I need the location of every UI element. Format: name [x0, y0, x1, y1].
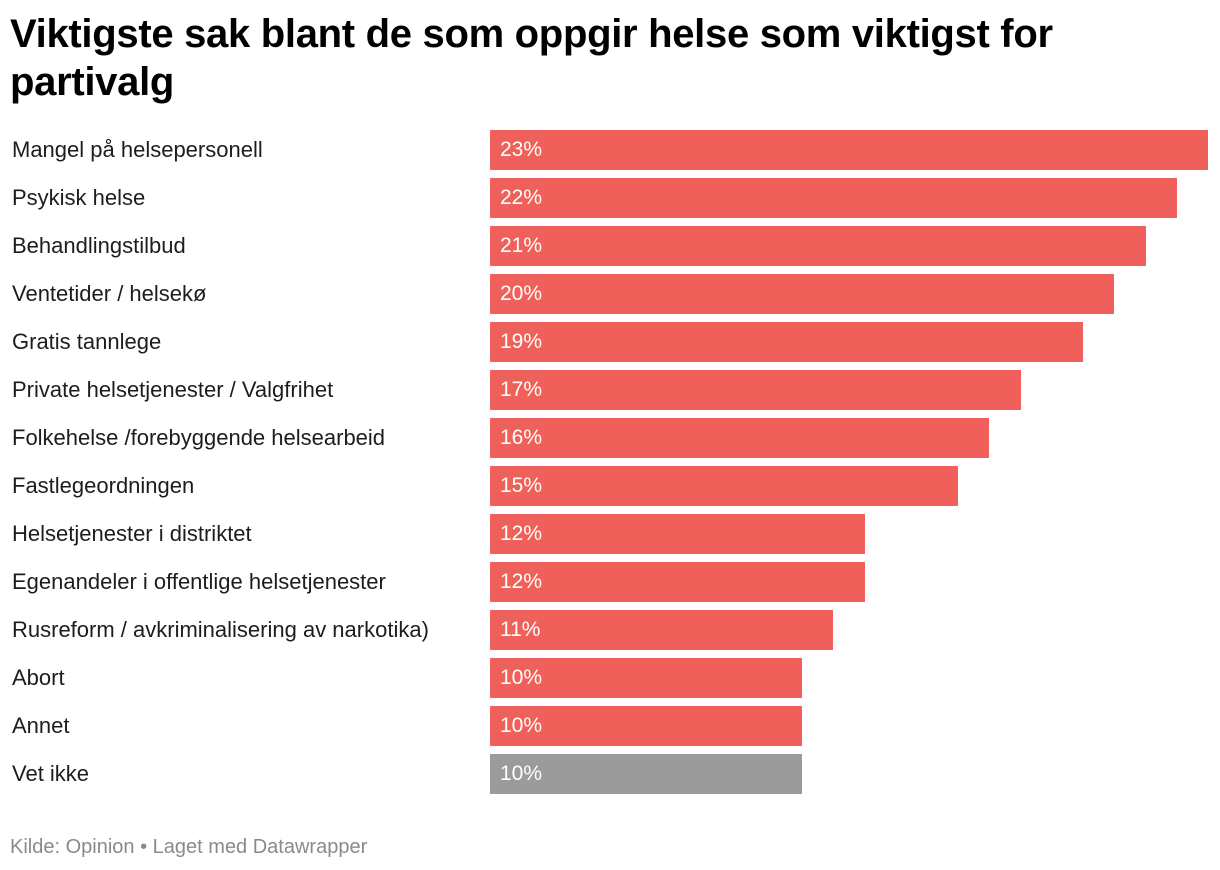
bar-value-label: 12% [500, 522, 543, 545]
bar: 15% [490, 466, 958, 506]
chart-footer: Kilde: Opinion • Laget med Datawrapper [10, 833, 367, 861]
bar: 12% [490, 514, 865, 554]
bar: 21% [490, 226, 1146, 266]
category-label: Helsetjenester i distriktet [12, 521, 252, 546]
category-label: Vet ikke [12, 761, 90, 786]
bar-value-label: 22% [500, 186, 543, 209]
source-note: Kilde: Opinion [10, 836, 135, 858]
bar: 22% [490, 178, 1177, 218]
bar-value-label: 17% [500, 378, 543, 401]
bar: 16% [490, 418, 989, 458]
category-label: Annet [12, 713, 70, 738]
category-label: Gratis tannlege [12, 329, 162, 354]
bar-value-label: 12% [500, 570, 543, 593]
bar: 10% [490, 754, 802, 794]
bar-value-label: 20% [500, 282, 543, 305]
category-label: Fastlegeordningen [12, 473, 195, 498]
bar-value-label: 10% [500, 666, 543, 689]
bar-value-label: 10% [500, 714, 543, 737]
bar-value-label: 10% [500, 762, 543, 785]
category-label: Rusreform / avkriminalisering av narkoti… [12, 617, 429, 642]
category-label: Folkehelse /forebyggende helsearbeid [12, 425, 386, 450]
category-label: Behandlingstilbud [12, 233, 186, 258]
credit-note: Laget med Datawrapper [152, 836, 368, 858]
bar: 17% [490, 370, 1021, 410]
chart-title: Viktigste sak blant de som oppgir helse … [10, 12, 1053, 104]
bar: 20% [490, 274, 1114, 314]
bar: 23% [490, 130, 1208, 170]
category-label: Ventetider / helsekø [12, 281, 207, 306]
bar-value-label: 16% [500, 426, 543, 449]
bar-value-label: 11% [500, 618, 541, 641]
bar-value-label: 23% [500, 138, 543, 161]
bar: 12% [490, 562, 865, 602]
bar-value-label: 19% [500, 330, 543, 353]
category-label: Egenandeler i offentlige helsetjenester [12, 569, 386, 594]
bar-value-label: 21% [500, 234, 543, 257]
category-label: Mangel på helsepersonell [12, 137, 263, 162]
footer-separator: • [140, 836, 148, 858]
bar: 11% [490, 610, 833, 650]
bar: 10% [490, 658, 802, 698]
category-label: Abort [12, 665, 65, 690]
category-label: Psykisk helse [12, 185, 146, 210]
bar-value-label: 15% [500, 474, 543, 497]
bar: 10% [490, 706, 802, 746]
category-label: Private helsetjenester / Valgfrihet [12, 377, 334, 402]
bar: 19% [490, 322, 1083, 362]
